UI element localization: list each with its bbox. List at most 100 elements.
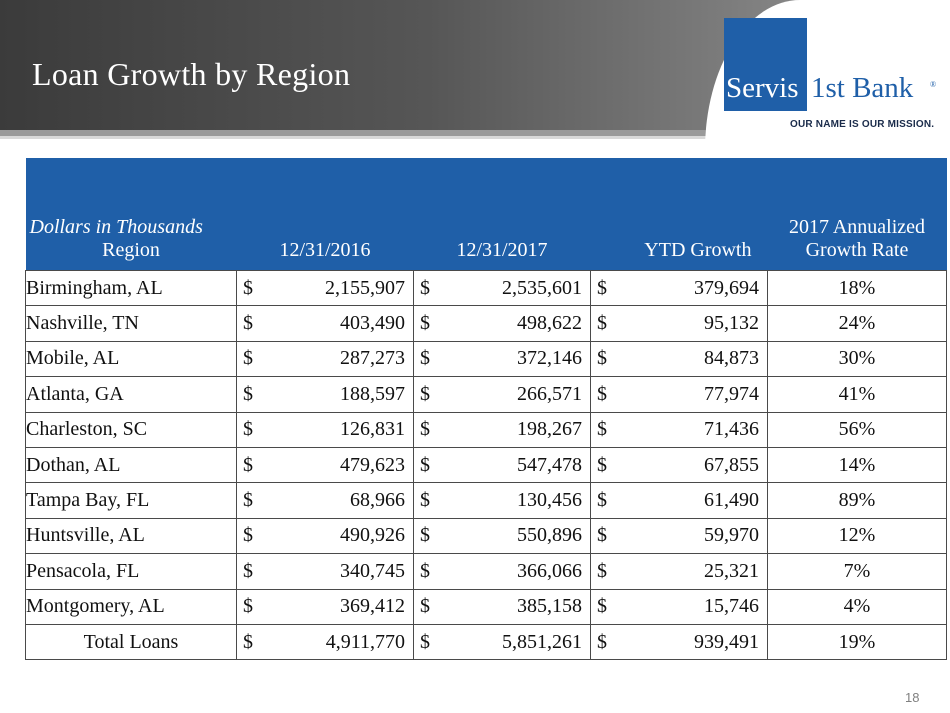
ytd-growth-value: 939,491 (694, 630, 759, 653)
ytd-growth-cell: $67,855 (590, 446, 768, 484)
balance-2017-value: 130,456 (517, 489, 582, 512)
currency-symbol: $ (243, 595, 253, 618)
growth-rate: 56% (767, 411, 947, 448)
header-2017-label: 12/31/2017 (456, 239, 548, 261)
table-header-row: Dollars in Thousands Region 12/31/2016 1… (25, 158, 947, 271)
region-name: Total Loans (25, 623, 237, 661)
currency-symbol: $ (243, 559, 253, 582)
growth-rate: 14% (767, 446, 947, 484)
header-2016-cell: 12/31/2016 (236, 158, 414, 271)
region-name: Birmingham, AL (25, 269, 237, 307)
logo-brand-right: 1st Bank (811, 72, 914, 104)
table-row: Pensacola, FL $340,745 $366,066 $25,321 7% (25, 553, 947, 590)
currency-symbol: $ (597, 418, 607, 441)
balance-2016-cell: $188,597 (236, 376, 414, 413)
region-name: Atlanta, GA (25, 376, 237, 413)
ytd-growth-cell: $71,436 (590, 411, 768, 448)
balance-2017-cell: $498,622 (413, 305, 591, 342)
table-row: Dothan, AL $479,623 $547,478 $67,855 14% (25, 446, 947, 484)
region-name: Dothan, AL (25, 446, 237, 484)
balance-2016-cell: $68,966 (236, 482, 414, 519)
balance-2017-cell: $2,535,601 (413, 269, 591, 307)
currency-symbol: $ (597, 630, 607, 653)
ytd-growth-cell: $59,970 (590, 517, 768, 555)
ytd-growth-value: 84,873 (704, 347, 759, 370)
balance-2017-cell: $366,066 (413, 553, 591, 590)
region-name: Mobile, AL (25, 340, 237, 378)
ytd-growth-cell: $77,974 (590, 376, 768, 413)
balance-2016-cell: $479,623 (236, 446, 414, 484)
growth-rate: 89% (767, 482, 947, 519)
currency-symbol: $ (243, 630, 253, 653)
currency-symbol: $ (243, 382, 253, 405)
growth-rate: 24% (767, 305, 947, 342)
balance-2017-value: 372,146 (517, 347, 582, 370)
balance-2016-cell: $287,273 (236, 340, 414, 378)
table-row: Birmingham, AL $2,155,907 $2,535,601 $379,6… (25, 269, 947, 307)
ytd-growth-value: 67,855 (704, 453, 759, 476)
ytd-growth-cell: $15,746 (590, 588, 768, 625)
currency-symbol: $ (597, 382, 607, 405)
ytd-growth-value: 95,132 (704, 312, 759, 335)
header-ytd-label: YTD Growth (644, 239, 752, 261)
balance-2017-cell: $550,896 (413, 517, 591, 555)
slide-title: Loan Growth by Region (32, 56, 351, 92)
table-row: Huntsville, AL $490,926 $550,896 $59,970 12% (25, 517, 947, 555)
ytd-growth-value: 25,321 (704, 559, 759, 582)
balance-2016-cell: $340,745 (236, 553, 414, 590)
table-row: Mobile, AL $287,273 $372,146 $84,873 30% (25, 340, 947, 378)
currency-symbol: $ (420, 524, 430, 547)
balance-2016-value: 287,273 (340, 347, 405, 370)
balance-2016-cell: $490,926 (236, 517, 414, 555)
header-region-cell: Dollars in Thousands Region (25, 158, 237, 271)
growth-rate: 7% (767, 553, 947, 590)
currency-symbol: $ (420, 276, 430, 299)
ytd-growth-cell: $95,132 (590, 305, 768, 342)
currency-symbol: $ (243, 524, 253, 547)
balance-2016-value: 340,745 (340, 559, 405, 582)
currency-symbol: $ (420, 595, 430, 618)
balance-2017-cell: $198,267 (413, 411, 591, 448)
currency-symbol: $ (420, 382, 430, 405)
header-2016-label: 12/31/2016 (279, 239, 371, 261)
balance-2017-value: 366,066 (517, 559, 582, 582)
currency-symbol: $ (597, 595, 607, 618)
logo-registered-mark: ® (930, 80, 937, 89)
currency-symbol: $ (420, 559, 430, 582)
balance-2016-value: 68,966 (350, 489, 405, 512)
ytd-growth-value: 71,436 (704, 418, 759, 441)
logo-tagline: OUR NAME IS OUR MISSION. (790, 119, 935, 130)
header-rate-label-line2: Growth Rate (805, 239, 909, 261)
region-name: Tampa Bay, FL (25, 482, 237, 519)
balance-2017-cell: $547,478 (413, 446, 591, 484)
balance-2016-cell: $126,831 (236, 411, 414, 448)
currency-symbol: $ (243, 312, 253, 335)
ytd-growth-cell: $939,491 (590, 623, 768, 661)
ytd-growth-cell: $84,873 (590, 340, 768, 378)
table-row: Tampa Bay, FL $68,966 $130,456 $61,490 89% (25, 482, 947, 519)
banner-divider-light (0, 136, 950, 139)
growth-rate: 19% (767, 623, 947, 661)
balance-2016-value: 479,623 (340, 453, 405, 476)
logo-brand-left: Servis (726, 72, 799, 104)
currency-symbol: $ (420, 453, 430, 476)
balance-2017-cell: $5,851,261 (413, 623, 591, 661)
table-row: Atlanta, GA $188,597 $266,571 $77,974 41% (25, 376, 947, 413)
region-name: Pensacola, FL (25, 553, 237, 590)
balance-2016-value: 188,597 (340, 382, 405, 405)
balance-2017-value: 5,851,261 (502, 630, 582, 653)
currency-symbol: $ (597, 524, 607, 547)
currency-symbol: $ (420, 347, 430, 370)
balance-2017-value: 2,535,601 (502, 276, 582, 299)
ytd-growth-cell: $61,490 (590, 482, 768, 519)
header-units-label: Dollars in Thousands (29, 216, 203, 238)
balance-2016-value: 403,490 (340, 312, 405, 335)
currency-symbol: $ (243, 489, 253, 512)
banner-divider (0, 130, 950, 136)
ytd-growth-value: 61,490 (704, 489, 759, 512)
balance-2017-value: 266,571 (517, 382, 582, 405)
header-ytd-cell: YTD Growth (590, 158, 768, 271)
growth-rate: 12% (767, 517, 947, 555)
currency-symbol: $ (243, 453, 253, 476)
table-row: Charleston, SC $126,831 $198,267 $71,436 56% (25, 411, 947, 448)
